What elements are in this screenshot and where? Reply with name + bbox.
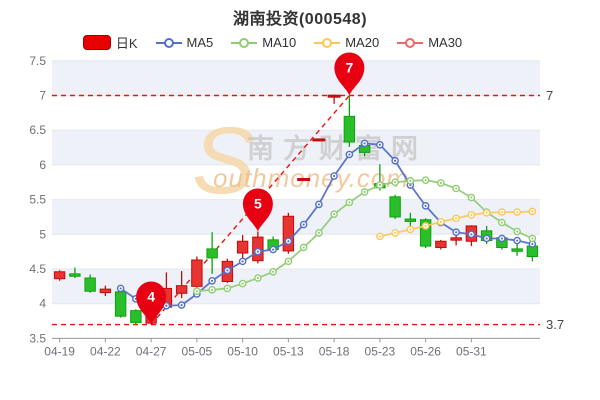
- marker-balloon-number: 4: [147, 289, 155, 305]
- legend-label: 日K: [115, 36, 138, 51]
- candle-04-22[interactable]: [99, 285, 112, 297]
- candle-04-21[interactable]: [84, 274, 96, 293]
- x-axis-label: 05-26: [410, 344, 441, 358]
- ma30-line-swatch-icon: [397, 36, 424, 49]
- x-axis-label: 05-05: [182, 344, 213, 358]
- legend-item-ma30[interactable]: MA30: [397, 35, 462, 50]
- x-axis: 04-19 04-22 04-27 05-05 05-10 05-13 05-18 05-23…: [44, 337, 540, 358]
- page-title: 湖南投资(000548): [232, 11, 368, 28]
- candle-06-06[interactable]: [511, 244, 523, 256]
- y-axis-label: 4.5: [29, 262, 46, 276]
- candle-05-17[interactable]: [312, 138, 326, 142]
- candle-05-13[interactable]: [282, 212, 295, 254]
- y-axis-label: 7.5: [29, 54, 46, 68]
- watermark-cn-text: 南方财富网: [247, 133, 427, 164]
- legend-item-ma5[interactable]: MA5: [155, 35, 214, 50]
- chart-legend: 日K MA5 MA10 MA20 MA30: [0, 33, 545, 52]
- ma5-line-swatch-icon: [155, 36, 182, 49]
- candle-04-19[interactable]: [53, 270, 66, 281]
- x-axis-label: 05-13: [273, 344, 304, 358]
- y-axis-label: 4: [39, 297, 46, 311]
- kline-swatch-icon: [82, 35, 111, 50]
- reference-value-label: 7: [546, 88, 553, 103]
- reference-value-label: 3.7: [546, 317, 564, 332]
- x-axis-label: 04-27: [136, 344, 167, 358]
- trend-line: [150, 95, 350, 325]
- legend-label: MA30: [428, 35, 463, 50]
- y-axis-label: 7: [39, 89, 46, 103]
- marker-balloon-number: 5: [254, 196, 262, 212]
- ma10-line-swatch-icon: [231, 36, 258, 49]
- x-axis-label: 04-19: [44, 344, 75, 358]
- candle-05-27[interactable]: [435, 239, 447, 250]
- y-axis: 3.5 4 4.5 5 5.5 6 6.5 7 7.5: [29, 54, 46, 346]
- legend-item-ma20[interactable]: MA20: [314, 35, 379, 50]
- y-axis-label: 3.5: [29, 331, 46, 345]
- x-axis-label: 05-23: [365, 344, 396, 358]
- ma20-line: [376, 207, 537, 241]
- plot-background: [52, 60, 540, 339]
- candle-04-29[interactable]: [175, 271, 188, 299]
- ma20-line-swatch-icon: [314, 36, 341, 49]
- y-axis-label: 6: [39, 158, 46, 172]
- candle-05-05[interactable]: [191, 256, 203, 290]
- legend-item-kline[interactable]: 日K: [82, 33, 138, 52]
- marker-balloon-5: 5: [242, 188, 273, 232]
- marker-balloon-7: 7: [334, 52, 365, 96]
- marker-balloon-number: 7: [345, 60, 353, 76]
- reference-line-7: 7: [52, 88, 553, 103]
- x-axis-label: 04-22: [90, 344, 121, 358]
- candle-05-10[interactable]: [236, 234, 249, 260]
- candle-04-25[interactable]: [114, 290, 127, 318]
- candle-04-20[interactable]: [69, 267, 81, 279]
- reference-line-3.7: 3.7: [52, 317, 564, 332]
- candle-05-24[interactable]: [389, 194, 401, 220]
- x-axis-label: 05-18: [319, 344, 350, 358]
- legend-label: MA5: [186, 35, 214, 50]
- candle-05-16[interactable]: [297, 177, 311, 181]
- candle-04-26[interactable]: [130, 309, 142, 325]
- legend-label: MA10: [262, 35, 297, 50]
- ma10-line: [193, 176, 537, 296]
- candle-05-06[interactable]: [206, 232, 218, 274]
- marker-balloon-4: 4: [136, 281, 167, 325]
- x-axis-label: 05-10: [227, 344, 258, 358]
- y-axis-label: 6.5: [29, 123, 46, 137]
- y-axis-label: 5.5: [29, 193, 46, 207]
- candle-05-19[interactable]: [343, 95, 356, 147]
- x-axis-label: 05-31: [456, 344, 487, 358]
- legend-item-ma10[interactable]: MA10: [231, 35, 296, 50]
- candle-05-18[interactable]: [327, 94, 341, 104]
- legend-label: MA20: [345, 35, 380, 50]
- y-axis-label: 5: [39, 227, 46, 241]
